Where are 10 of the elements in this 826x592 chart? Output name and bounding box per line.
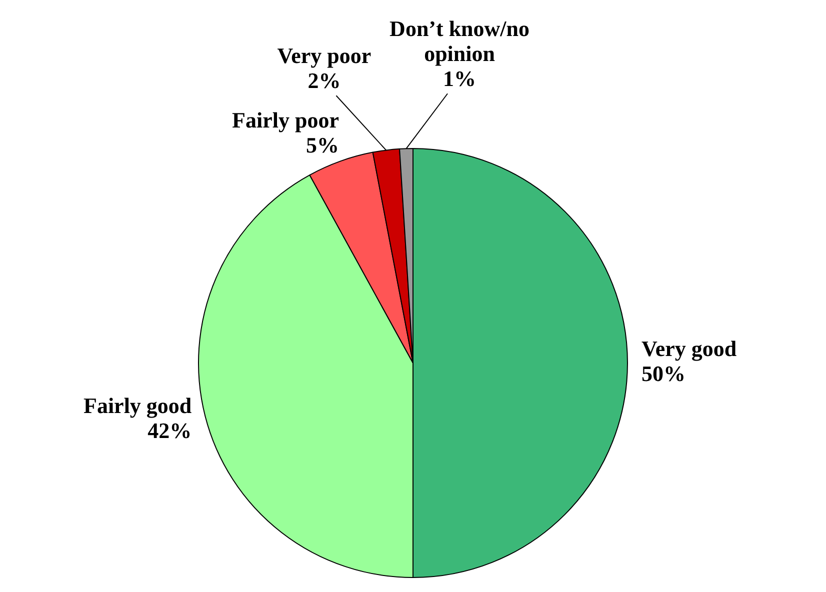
data-label: 42% xyxy=(148,418,192,444)
data-label: 2% xyxy=(308,68,341,93)
slice-label: Very good xyxy=(642,336,737,362)
data-label: 1% xyxy=(443,66,476,91)
data-label: 50% xyxy=(642,361,686,386)
slice-label: Fairly poor xyxy=(232,108,340,133)
data-label: 5% xyxy=(306,132,339,158)
slice-label: Fairly good xyxy=(84,393,192,418)
slice-label: Don’t know/no opinion xyxy=(390,16,530,66)
slice-label: Very poor xyxy=(277,42,372,68)
